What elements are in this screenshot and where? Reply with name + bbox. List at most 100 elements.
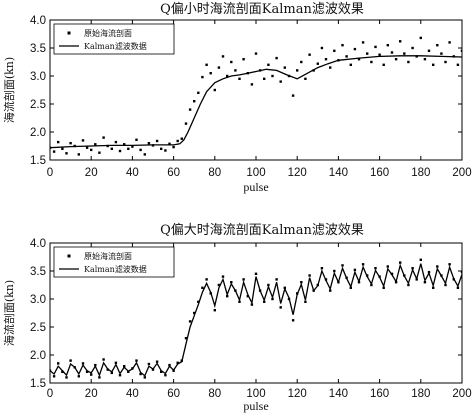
data-point-raw xyxy=(98,376,101,379)
data-point-raw xyxy=(382,286,385,289)
legend-label: 原始海流剖面 xyxy=(84,28,132,38)
x-tick-label: 80 xyxy=(208,167,221,179)
data-point-raw xyxy=(118,374,122,377)
data-point-raw xyxy=(436,44,439,47)
data-point-raw xyxy=(308,274,311,277)
y-tick-label: 2.5 xyxy=(30,99,46,111)
data-point-raw xyxy=(283,66,286,69)
data-point-raw xyxy=(341,44,344,47)
data-point-raw xyxy=(65,376,68,379)
data-point-raw xyxy=(304,77,307,80)
data-point-raw xyxy=(271,74,274,78)
data-point-raw xyxy=(57,362,60,365)
data-point-raw xyxy=(114,361,118,364)
data-point-raw xyxy=(197,91,200,94)
data-point-raw xyxy=(123,143,126,146)
data-point-raw xyxy=(205,63,208,66)
legend: 原始海流剖面 Kalman滤波数据 xyxy=(53,23,175,55)
x-tick-label: 180 xyxy=(411,167,430,179)
data-point-raw xyxy=(57,140,60,144)
data-point-raw xyxy=(164,374,167,377)
data-point-raw xyxy=(300,60,303,64)
data-point-raw xyxy=(147,362,151,366)
data-point-raw xyxy=(110,371,113,375)
x-tick-label: 100 xyxy=(246,167,265,179)
chart-panel-2: Q偏大时海流剖面Kalman滤波效果 0 20 40 60 80 100 120 140 160 1… xyxy=(2,223,472,413)
data-point-raw xyxy=(329,289,332,292)
data-point-raw xyxy=(127,147,130,150)
data-point-raw xyxy=(184,337,188,340)
x-axis-label: pulse xyxy=(243,399,268,413)
data-point-raw xyxy=(320,46,324,50)
data-point-raw xyxy=(94,143,97,146)
data-point-raw xyxy=(275,56,278,60)
data-point-raw xyxy=(436,265,439,268)
data-point-raw xyxy=(386,265,389,268)
data-point-raw xyxy=(184,122,188,125)
legend-label: Kalman滤波数据 xyxy=(84,41,147,51)
data-point-raw xyxy=(460,270,462,274)
data-point-raw xyxy=(275,278,278,281)
x-tick-label: 160 xyxy=(370,167,389,179)
data-point-raw xyxy=(69,142,72,145)
data-point-raw xyxy=(85,146,89,149)
data-point-raw xyxy=(242,278,245,281)
x-tick-label: 20 xyxy=(85,167,98,179)
data-point-raw xyxy=(407,283,410,287)
data-point-raw xyxy=(90,373,93,376)
data-point-raw xyxy=(357,58,361,61)
data-point-raw xyxy=(139,372,142,376)
data-point-raw xyxy=(382,63,385,66)
data-point-raw xyxy=(374,45,377,49)
data-point-raw xyxy=(188,320,192,323)
data-point-raw xyxy=(69,359,72,362)
data-point-raw xyxy=(201,286,204,289)
data-point-raw xyxy=(147,142,151,145)
data-point-raw xyxy=(333,269,336,273)
y-tick-label: 2.0 xyxy=(30,350,46,362)
data-point-raw xyxy=(349,63,352,66)
data-point-raw xyxy=(160,147,163,150)
data-point-raw xyxy=(390,51,394,54)
data-point-raw xyxy=(254,52,258,55)
data-point-raw xyxy=(411,46,414,50)
x-tick-label: 60 xyxy=(167,388,180,400)
x-tick-label: 0 xyxy=(47,167,53,179)
data-point-raw xyxy=(432,286,435,289)
data-point-raw xyxy=(403,52,406,55)
data-point-raw xyxy=(213,88,216,92)
data-point-raw xyxy=(300,281,303,284)
data-point-raw xyxy=(77,375,80,378)
data-point-raw xyxy=(374,267,377,270)
data-point-raw xyxy=(160,370,163,373)
data-point-raw xyxy=(324,58,328,61)
x-tick-label: 140 xyxy=(329,388,348,400)
x-tick-label: 100 xyxy=(246,388,265,400)
data-point-raw xyxy=(135,359,138,362)
data-point-raw xyxy=(316,62,319,65)
data-point-raw xyxy=(123,365,126,368)
data-point-raw xyxy=(361,41,365,44)
data-point-raw xyxy=(279,306,282,309)
x-tick-label: 40 xyxy=(126,388,139,400)
data-point-raw xyxy=(370,60,373,64)
data-point-raw xyxy=(263,77,266,80)
data-point-raw xyxy=(304,300,307,303)
data-point-raw xyxy=(407,60,410,64)
data-point-raw xyxy=(61,370,64,373)
chart-title: Q偏大时海流剖面Kalman滤波效果 xyxy=(160,223,364,238)
data-point-raw xyxy=(246,295,249,298)
data-point-raw xyxy=(456,63,460,66)
legend-marker-swatch xyxy=(67,254,71,258)
data-point-raw xyxy=(444,283,447,287)
x-tick-label: 20 xyxy=(85,388,98,400)
y-tick-label: 3.5 xyxy=(30,43,46,55)
legend-box xyxy=(53,246,175,278)
data-point-raw xyxy=(263,300,266,303)
data-point-raw xyxy=(197,300,200,303)
data-point-raw xyxy=(81,362,85,365)
legend-box xyxy=(53,23,175,55)
data-point-raw xyxy=(386,44,389,47)
series-line-kalman xyxy=(50,55,462,149)
data-point-raw xyxy=(456,286,460,289)
